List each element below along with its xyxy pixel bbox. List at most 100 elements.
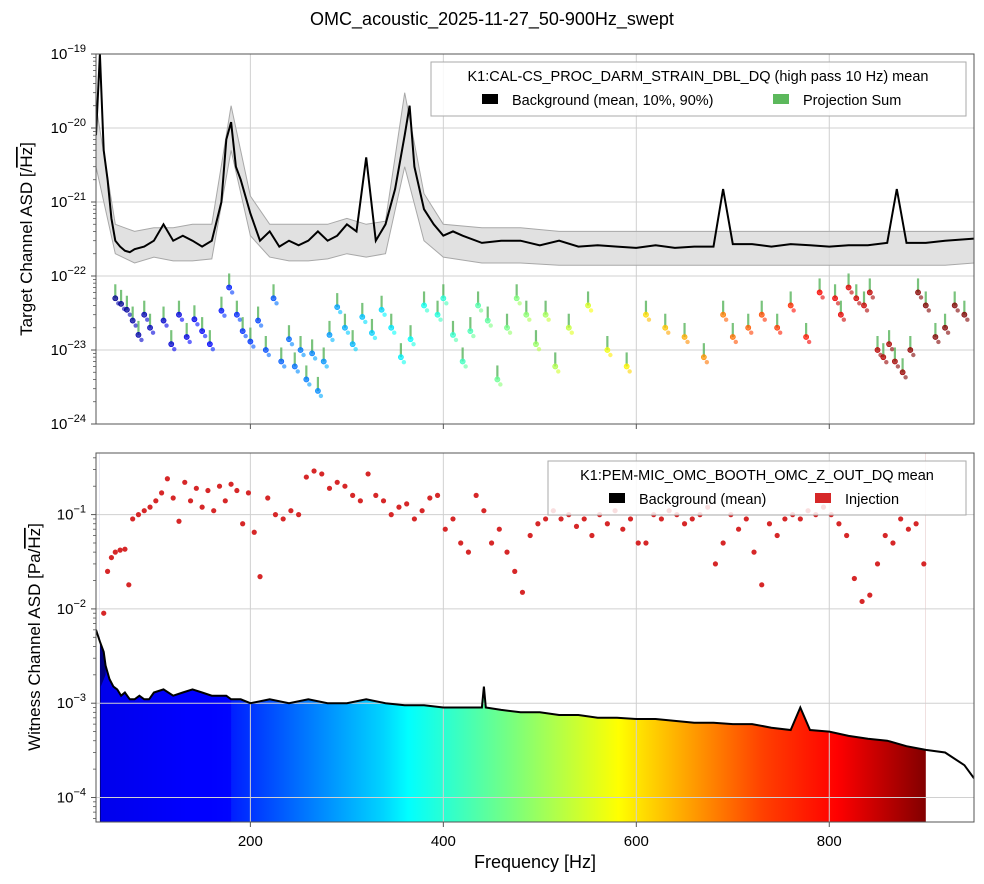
bottom-legend: K1:PEM-MIC_OMC_BOOTH_OMC_Z_OUT_DQ mean B…: [547, 460, 967, 516]
bottom-injection-point: [743, 516, 749, 522]
bottom-injection-point: [589, 532, 595, 539]
bottom-injection-point: [558, 516, 564, 522]
bottom-injection-point: [147, 504, 153, 510]
top-projection-point: [274, 301, 279, 306]
bottom-x-ticks: 200 400 600 800: [238, 822, 842, 850]
bottom-y-tick-label: 10−1: [57, 504, 86, 524]
top-projection-point: [183, 334, 190, 340]
top-projection-point: [210, 346, 216, 352]
top-projection-point: [411, 341, 416, 347]
top-projection-point: [911, 352, 916, 358]
top-projection-point: [585, 302, 591, 309]
top-background-band: [96, 92, 974, 266]
bottom-injection-point: [797, 516, 803, 522]
top-projection-point: [774, 324, 781, 331]
top-legend-box: [430, 61, 967, 117]
top-projection-point: [320, 358, 327, 365]
top-projection-point: [880, 354, 887, 361]
top-projection-point: [685, 339, 690, 345]
bottom-injection-point: [921, 561, 927, 567]
top-projection-point: [643, 311, 649, 318]
bottom-injection-point: [303, 474, 309, 480]
bottom-injection-point: [720, 540, 726, 546]
bottom-injection-point: [326, 485, 333, 491]
bottom-injection-point: [350, 492, 356, 498]
top-projection-point: [222, 313, 227, 318]
top-projection-point: [295, 369, 300, 374]
top-projection-point: [247, 338, 254, 345]
bottom-injection-point: [496, 526, 502, 532]
top-projection-point: [243, 333, 248, 339]
bottom-injection-point: [689, 516, 695, 522]
top-projection-point: [262, 347, 269, 353]
top-legend-background-label: Background (mean, 10%, 90%): [512, 93, 714, 109]
top-projection-point: [359, 314, 366, 320]
top-projection-point: [478, 308, 484, 313]
top-projection-point: [139, 337, 144, 343]
top-projection-point: [513, 295, 520, 302]
top-projection-point: [372, 335, 378, 341]
top-projection-point: [889, 346, 895, 352]
top-projection-point: [378, 306, 385, 313]
top-projection-point: [421, 302, 427, 309]
top-projection-point: [922, 302, 929, 309]
top-projection-point: [286, 336, 292, 343]
top-projection-point: [318, 393, 324, 399]
top-projection-point: [861, 302, 867, 309]
bottom-injection-point: [334, 479, 340, 485]
top-projection-point: [369, 330, 375, 336]
top-projection-point: [118, 300, 124, 307]
bottom-injection-point: [465, 549, 472, 555]
bottom-injection-point: [898, 516, 904, 522]
bottom-injection-point: [627, 516, 634, 522]
top-projection-point: [388, 324, 395, 331]
top-projection-point: [258, 323, 264, 328]
top-projection-point: [291, 363, 298, 370]
top-projection-point: [926, 308, 931, 313]
top-legend-background-swatch: [482, 94, 498, 104]
bottom-injection-point: [199, 504, 205, 510]
top-projection-point: [484, 317, 491, 324]
top-projection-point: [330, 337, 335, 343]
top-projection-point: [191, 316, 198, 323]
top-projection-point: [218, 307, 225, 314]
top-legend-projection-label: Projection Sum: [803, 93, 901, 109]
bottom-injection-point: [581, 516, 587, 522]
bottom-injection-point: [108, 554, 115, 561]
top-projection-point: [195, 322, 200, 327]
bottom-injection-point: [635, 540, 641, 546]
top-projection-point: [733, 339, 738, 345]
top-projection-point: [129, 317, 136, 324]
bottom-injection-point: [512, 568, 518, 574]
top-projection-points: [112, 273, 970, 399]
bottom-injection-point: [851, 575, 857, 582]
top-projection-point: [229, 290, 235, 295]
bottom-injection-point: [112, 549, 118, 555]
top-projection-point: [349, 341, 356, 348]
top-projection-point: [488, 323, 493, 328]
top-projection-point: [301, 352, 306, 358]
bottom-injection-point: [712, 561, 719, 567]
top-projection-point: [556, 369, 561, 374]
top-y-tick-label: 10−19: [51, 43, 86, 63]
bottom-injection-point: [296, 512, 302, 518]
top-projection-point: [853, 295, 860, 302]
top-projection-point: [147, 324, 153, 331]
bottom-injection-point: [844, 532, 850, 539]
top-y-tick-label: 10−24: [51, 413, 86, 433]
top-projection-point: [353, 346, 358, 352]
bottom-injection-point: [272, 512, 279, 518]
bottom-injection-point: [182, 479, 188, 485]
bottom-injection-point: [170, 495, 176, 501]
bottom-background-mean-line: [96, 629, 974, 779]
top-projection-point: [168, 341, 175, 348]
bottom-injection-point: [357, 498, 363, 504]
top-projection-point: [536, 346, 542, 352]
top-projection-point: [363, 319, 368, 325]
figure-title: OMC_acoustic_2025-11-27_50-900Hz_swept: [310, 9, 674, 30]
bottom-injection-point: [905, 526, 911, 532]
top-projection-point: [133, 323, 138, 328]
bottom-injection-point: [265, 495, 271, 501]
top-projection-point: [382, 312, 387, 317]
top-projection-point: [857, 301, 862, 306]
